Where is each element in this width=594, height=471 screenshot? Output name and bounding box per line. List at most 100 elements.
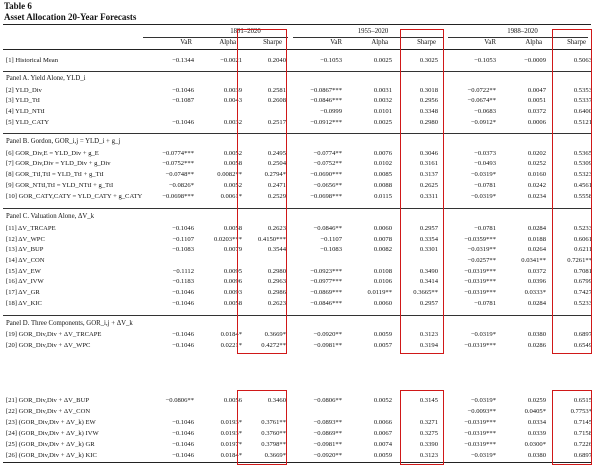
- table-row: [9] GOR_NTtI,TtI = YLD_NTtI + g_TtI −0.08…: [0, 182, 594, 192]
- table-cell: −0.0846***: [310, 300, 342, 307]
- table-cell: −0.0319***: [464, 441, 496, 448]
- table-cell: 0.0396: [527, 278, 546, 285]
- col-var-2: VaR: [330, 39, 342, 46]
- table-row: [13] ΔV_BUP −0.1083 0.0079 0.3544 −0.1083 0.0…: [0, 246, 594, 256]
- header-rule: [3, 49, 591, 50]
- table-cell: −0.0373: [474, 150, 496, 157]
- table-cell: 0.0006: [527, 119, 546, 126]
- row-label: [10] GOR_CATY,CATY = YLD_CATY + g_CATY: [6, 193, 143, 200]
- table-cell: 0.0052: [223, 150, 242, 157]
- table-cell: 0.3301: [419, 246, 438, 253]
- table-cell: 0.0234: [527, 193, 546, 200]
- table-cell: 0.6897: [573, 452, 592, 459]
- row-label: [26] (GOR_Div,Div + ΔV_k) KIC: [6, 452, 97, 459]
- table-cell: 0.0184*: [220, 452, 242, 459]
- row-label: [11] ΔV_TRCAPE: [6, 225, 56, 232]
- table-cell: 0.0341**: [521, 257, 546, 264]
- table-cell: 0.0242: [527, 182, 546, 189]
- table-cell: 0.5233: [573, 225, 592, 232]
- top-rule: [3, 24, 591, 25]
- row-label: [25] (GOR_Div,Div + ΔV_k) GR: [6, 441, 95, 448]
- panel-heading: Panel C. Valuation Alone, ΔV_k: [6, 213, 95, 220]
- table-cell: 0.2794*: [264, 171, 286, 178]
- table-cell: 0.0160: [527, 171, 546, 178]
- table-cell: 0.3798**: [261, 441, 286, 448]
- table-cell: 0.3490: [419, 268, 438, 275]
- table-cell: −0.0867***: [310, 87, 342, 94]
- table-cell: −0.0690***: [310, 171, 342, 178]
- table-cell: −0.0806**: [165, 397, 194, 404]
- row-label: [6] GOR_Div,E = YLD_Div + g_E: [6, 150, 99, 157]
- table-cell: −0.0359***: [464, 236, 496, 243]
- table-cell: −0.0319***: [464, 268, 496, 275]
- row-label: [20] GOR_Div,Div + ΔV_WPC: [6, 342, 91, 349]
- table-cell: 0.3761**: [261, 419, 286, 426]
- table-cell: 0.3354: [419, 236, 438, 243]
- col-sharpe-1: Sharpe: [263, 39, 282, 46]
- table-row: [1] Historical Mean −0.1344 −0.0021 0.2040 −…: [0, 57, 594, 67]
- table-row: [26] (GOR_Div,Div + ΔV_k) KIC −0.1046 0.01…: [0, 452, 594, 462]
- table-cell: −0.0319*: [470, 452, 496, 459]
- row-label: [24] (GOR_Div,Div + ΔV_k) IVW: [6, 430, 99, 437]
- table-cell: 0.0082: [373, 246, 392, 253]
- highlight-box: [237, 29, 287, 354]
- table-cell: −0.1046: [172, 342, 194, 349]
- row-label: [13] ΔV_BUP: [6, 246, 44, 253]
- table-cell: 0.2495: [267, 150, 286, 157]
- table-cell: −0.0826*: [168, 182, 194, 189]
- table-cell: 0.0095: [223, 268, 242, 275]
- table-cell: 0.6897: [573, 331, 592, 338]
- table-cell: −0.0319*: [470, 331, 496, 338]
- table-cell: 0.0039: [223, 87, 242, 94]
- table-cell: 0.2623: [267, 225, 286, 232]
- table-cell: 0.3311: [420, 193, 438, 200]
- table-cell: −0.0869***: [310, 289, 342, 296]
- table-cell: 0.7427: [573, 289, 592, 296]
- table-cell: 0.2963: [267, 278, 286, 285]
- table-cell: 0.0284: [527, 225, 546, 232]
- table-cell: −0.1046: [172, 225, 194, 232]
- table-cell: −0.1046: [172, 289, 194, 296]
- table-cell: −0.0656**: [313, 182, 342, 189]
- table-cell: 0.0078: [373, 236, 392, 243]
- table-cell: 0.4272**: [261, 342, 286, 349]
- table-cell: 0.0115: [374, 193, 392, 200]
- table-cell: −0.0748**: [165, 171, 194, 178]
- period-rule-3: [448, 37, 588, 38]
- table-cell: 0.3161: [419, 160, 438, 167]
- table-cell: 0.0060: [373, 300, 392, 307]
- highlight-box: [237, 390, 287, 465]
- table-cell: 0.2986: [267, 289, 286, 296]
- table-cell: 0.3460: [267, 397, 286, 404]
- highlight-box: [400, 390, 444, 465]
- table-cell: 0.0284: [527, 300, 546, 307]
- table-cell: 0.2608: [267, 97, 286, 104]
- table-cell: −0.1083: [172, 246, 194, 253]
- table-cell: −0.1112: [172, 268, 194, 275]
- table-cell: −0.0920**: [313, 331, 342, 338]
- table-cell: −0.0781: [474, 300, 496, 307]
- table-cell: 0.5353: [573, 87, 592, 94]
- table-cell: 0.0405*: [524, 408, 546, 415]
- panel-heading: Panel A. Yield Alone, YLD_i: [6, 75, 86, 82]
- row-label: [4] YLD_NTtI: [6, 108, 45, 115]
- table-cell: 0.0025: [373, 57, 392, 64]
- highlight-box: [552, 390, 592, 465]
- table-cell: 0.5365: [573, 150, 592, 157]
- row-label: [2] YLD_Div: [6, 87, 42, 94]
- table-cell: −0.0912***: [310, 119, 342, 126]
- table-cell: 0.0032: [223, 119, 242, 126]
- table-cell: −0.0009: [524, 57, 546, 64]
- table-cell: 0.3137: [419, 171, 438, 178]
- table-cell: 0.3123: [419, 331, 438, 338]
- table-cell: −0.0999: [320, 108, 342, 115]
- table-row: [6] GOR_Div,E = YLD_Div + g_E −0.0774*** 0…: [0, 150, 594, 160]
- col-var-1: VaR: [180, 39, 192, 46]
- row-label: [9] GOR_NTtI,TtI = YLD_NTtI + g_TtI: [6, 182, 114, 189]
- table-row: [15] ΔV_EW −0.1112 0.0095 0.2980 −0.0923*** 0…: [0, 268, 594, 278]
- table-cell: 0.4561: [573, 182, 592, 189]
- table-cell: 0.2956: [419, 97, 438, 104]
- table-cell: −0.0319***: [464, 342, 496, 349]
- table-cell: −0.0319**: [467, 246, 496, 253]
- table-cell: 0.0061*: [220, 193, 242, 200]
